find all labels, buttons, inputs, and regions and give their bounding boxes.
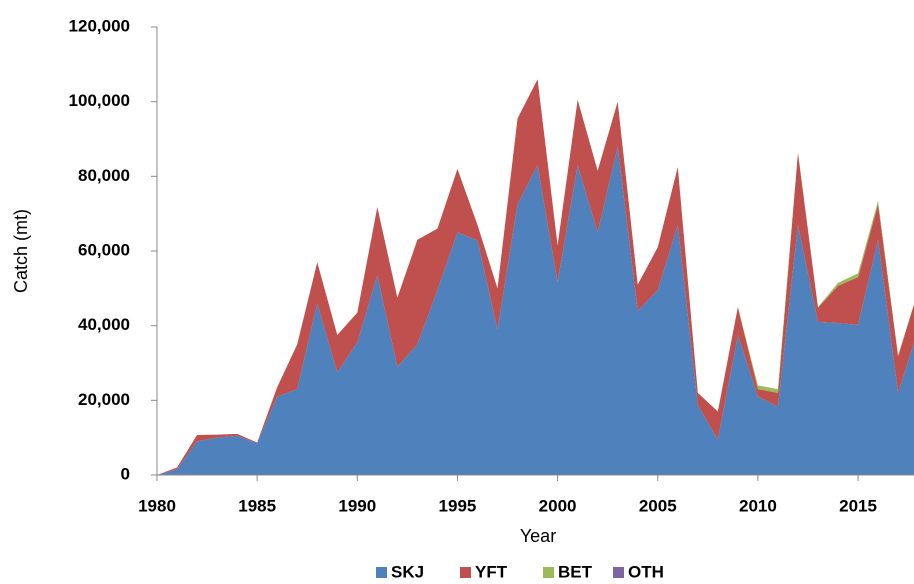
y-tick-label: 120,000	[69, 16, 130, 35]
y-axis-label: Catch (mt)	[11, 209, 31, 293]
x-tick-label: 1990	[338, 496, 376, 515]
legend-swatch	[613, 567, 624, 578]
y-tick-label: 100,000	[69, 91, 130, 110]
x-tick-label: 1980	[138, 496, 176, 515]
y-tick-label: 20,000	[78, 390, 130, 409]
legend-label: BET	[558, 562, 593, 581]
area-skj	[157, 146, 914, 475]
legend-swatch	[376, 567, 387, 578]
x-tick-label: 2005	[639, 496, 677, 515]
plot-area	[157, 79, 914, 475]
y-tick-label: 80,000	[78, 166, 130, 185]
x-tick-label: 1995	[439, 496, 477, 515]
x-tick-label: 1985	[238, 496, 276, 515]
legend-label: YFT	[475, 562, 508, 581]
legend-swatch	[543, 567, 554, 578]
legend-label: SKJ	[391, 562, 424, 581]
x-tick-label: 2015	[839, 496, 877, 515]
y-tick-label: 0	[121, 464, 130, 483]
y-tick-label: 60,000	[78, 240, 130, 259]
y-tick-label: 40,000	[78, 315, 130, 334]
legend-swatch	[460, 567, 471, 578]
x-axis-label: Year	[520, 526, 556, 546]
legend-label: OTH	[628, 562, 664, 581]
x-tick-label: 2010	[739, 496, 777, 515]
area-yft	[157, 79, 914, 475]
x-tick-label: 2000	[539, 496, 577, 515]
